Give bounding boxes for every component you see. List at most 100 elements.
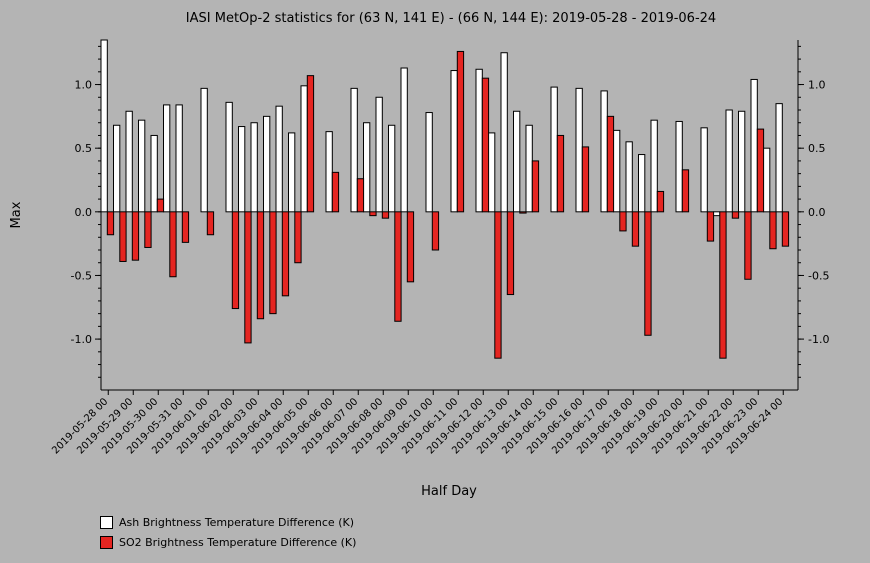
so2-bar [519, 211, 527, 214]
so2-bar [131, 211, 140, 261]
so2-bar [656, 190, 665, 213]
so2-bar [231, 211, 240, 310]
ash-bar [575, 87, 583, 213]
y-tick-label-left: 1.0 [75, 79, 93, 92]
ash-bar [550, 86, 558, 213]
legend-swatch-ash [100, 515, 113, 529]
so2-bar [369, 211, 377, 217]
so2-bar [719, 211, 727, 359]
axes-layer: -1.0 -1.0-0.5 -0.50.0 0.00.5 0.51.0 1.02019-0… [50, 40, 829, 456]
ash-bar [750, 78, 758, 213]
ash-bar [775, 103, 783, 213]
ash-bar [625, 141, 633, 213]
legend-label-ash: Ash Brightness Temperature Difference (K… [119, 515, 354, 529]
ash-bar [275, 105, 283, 213]
ash-bar [488, 132, 496, 213]
ash-bar [525, 124, 533, 213]
so2-bar [494, 211, 502, 359]
so2-bar [556, 134, 565, 213]
y-tick-label-right: 1.0 [808, 79, 826, 92]
ash-bar [350, 87, 358, 213]
ash-bar [450, 70, 458, 213]
bars-layer [100, 39, 790, 359]
ash-bar [675, 120, 683, 213]
ash-bar [600, 90, 608, 213]
ash-bar [763, 147, 771, 213]
so2-bar [644, 211, 652, 336]
ash-bar [425, 112, 433, 213]
y-tick-label-left: -0.5 [71, 269, 92, 282]
y-tick-label-left: 0.5 [75, 142, 93, 155]
ash-bar [288, 132, 296, 213]
so2-bar [631, 211, 640, 247]
y-tick-label-left: -1.0 [71, 333, 92, 346]
ash-bar [725, 109, 733, 213]
so2-bar [681, 169, 690, 213]
legend-swatch-so2 [100, 535, 113, 549]
ash-bar [738, 110, 746, 213]
ash-bar [375, 96, 383, 213]
so2-bar [181, 211, 190, 243]
ash-bar [175, 104, 183, 213]
so2-bar [781, 211, 790, 247]
so2-bar [731, 211, 740, 219]
so2-bar [619, 211, 627, 232]
ash-bar [325, 131, 333, 213]
y-tick-label-right: -0.5 [808, 269, 829, 282]
so2-bar [581, 146, 590, 213]
ash-bar [113, 124, 121, 213]
ash-bar [613, 129, 621, 213]
ash-bar [300, 85, 308, 213]
ash-bar [638, 154, 646, 213]
y-tick-label-right: 0.0 [808, 206, 826, 219]
so2-bar [281, 211, 290, 297]
ash-bar [363, 122, 371, 213]
ash-bar [150, 134, 158, 213]
so2-bar [144, 211, 152, 248]
so2-bar [394, 211, 402, 322]
legend-item-ash: Ash Brightness Temperature Difference (K… [100, 512, 356, 532]
ash-bar [100, 39, 108, 213]
so2-bar [356, 178, 365, 213]
so2-bar [744, 211, 752, 280]
ash-bar [125, 110, 133, 213]
ash-bar [650, 119, 658, 213]
so2-bar [531, 160, 540, 213]
ash-bar [400, 67, 408, 213]
ash-bar [388, 124, 396, 213]
ash-bar [200, 87, 208, 213]
so2-bar [431, 211, 440, 251]
ash-bar [713, 211, 721, 217]
so2-bar [606, 115, 615, 213]
y-axis-label: Max [9, 201, 24, 228]
so2-bar [706, 211, 715, 242]
so2-bar [156, 198, 165, 213]
so2-bar [381, 211, 390, 219]
so2-bar [481, 77, 490, 213]
x-axis-label: Half Day [421, 484, 477, 499]
so2-bar [244, 211, 252, 344]
legend: Ash Brightness Temperature Difference (K… [100, 512, 356, 552]
y-tick-label-right: -1.0 [808, 333, 829, 346]
ash-bar [513, 110, 521, 213]
ash-bar [225, 101, 233, 213]
so2-bar [756, 128, 765, 213]
ash-bar [500, 52, 508, 213]
ash-bar [475, 68, 483, 213]
so2-bar [331, 171, 340, 213]
so2-bar [506, 211, 515, 296]
so2-bar [294, 211, 302, 264]
so2-bar [206, 211, 215, 236]
so2-bar [769, 211, 777, 250]
so2-bar [106, 211, 115, 236]
ash-bar [138, 119, 146, 213]
legend-label-so2: SO2 Brightness Temperature Difference (K… [119, 535, 357, 549]
chart-title: IASI MetOp-2 statistics for (63 N, 141 E… [186, 11, 716, 26]
legend-item-so2: SO2 Brightness Temperature Difference (K… [100, 532, 356, 552]
ash-bar [250, 122, 258, 213]
y-tick-label-left: 0.0 [75, 206, 93, 219]
ash-bar [263, 115, 271, 213]
so2-bar [406, 211, 415, 283]
